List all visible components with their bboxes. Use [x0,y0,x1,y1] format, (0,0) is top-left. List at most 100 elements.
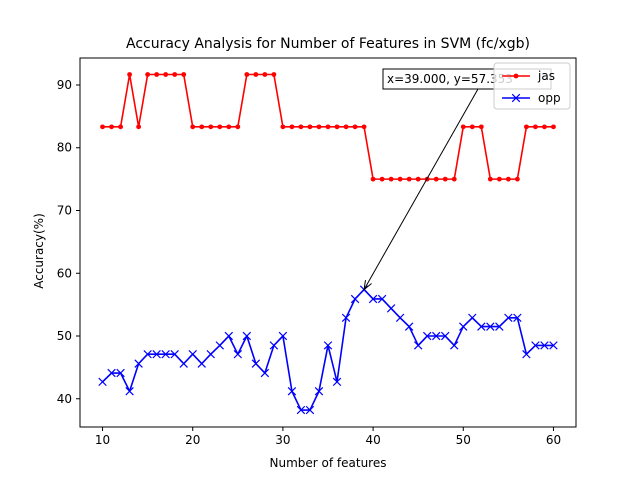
point-jas [163,72,169,77]
point-opp [395,313,405,323]
point-opp [404,322,414,331]
y-tick-label: 80 [57,141,72,155]
point-opp [477,322,486,331]
point-jas [406,176,412,182]
point-opp [441,331,450,341]
point-opp-stroke [486,322,495,331]
point-jas [397,176,403,182]
point-opp-stroke [179,359,188,368]
point-jas [262,72,268,77]
point-opp-stroke [386,304,396,313]
point-jas [469,124,475,130]
point-opp [224,331,234,341]
point-jas [370,176,376,182]
point-opp-stroke [341,313,351,323]
x-tick-label: 20 [185,433,200,447]
point-jas [235,124,241,130]
legend-label-jas: jas [537,69,555,83]
point-opp-stroke [224,331,234,341]
point-opp-stroke [215,341,225,350]
point-opp-stroke [107,368,116,378]
point-opp [161,349,170,359]
point-jas [533,124,538,130]
point-jas [352,124,358,130]
point-opp [531,341,540,350]
point-opp-stroke [296,405,306,415]
point-opp-stroke [278,331,288,341]
point-jas [100,124,105,130]
point-opp [170,349,179,359]
point-jas [109,124,114,130]
annotation-arrow-head [363,279,372,291]
point-opp [522,349,531,359]
point-opp-stroke [152,349,161,359]
point-opp-stroke [450,341,459,350]
point-opp [134,359,143,368]
y-tick-label: 60 [57,266,72,280]
point-jas [505,176,511,182]
point-jas [316,124,322,130]
point-jas [451,176,457,182]
point-jas [388,176,394,182]
point-jas [271,72,277,77]
point-jas [208,124,214,130]
annotation-text: x=39.000, y=57.353 [387,72,513,86]
point-jas [379,176,385,182]
point-opp-stroke [269,341,279,350]
point-jas [217,124,223,130]
point-opp [377,294,387,304]
point-opp [341,313,351,323]
point-jas [298,124,304,130]
point-opp-stroke [287,387,297,396]
point-opp [143,349,152,359]
point-opp [206,349,215,359]
point-jas [289,124,295,130]
point-opp [305,405,315,415]
point-jas [524,124,529,130]
point-opp-stroke [134,359,143,368]
legend-marker-jas [513,73,519,79]
point-opp [233,349,243,359]
point-opp-stroke [513,313,522,323]
point-opp [459,322,468,331]
point-jas [253,72,259,77]
point-opp [314,387,324,396]
y-tick-label: 40 [57,392,72,406]
y-axis-label: Accuracy(%) [32,213,46,289]
point-jas [361,124,367,130]
point-opp [152,349,161,359]
point-jas [334,124,340,130]
point-opp [215,341,225,350]
point-opp-stroke [188,349,197,359]
point-opp [350,294,360,304]
point-opp [287,387,297,396]
y-tick-label: 50 [57,329,72,343]
point-opp-stroke [323,341,333,350]
point-opp-stroke [531,341,540,350]
point-opp-stroke [350,294,360,304]
point-jas [542,124,547,130]
point-opp [260,368,270,378]
point-opp-stroke [459,322,468,331]
point-opp-stroke [441,331,450,341]
point-jas [127,72,132,77]
point-opp [504,313,513,323]
point-opp-stroke [314,387,324,396]
point-opp-stroke [206,349,215,359]
point-opp [386,304,396,313]
point-opp-stroke [422,331,432,341]
x-tick-label: 30 [275,433,290,447]
point-jas [226,124,232,130]
x-tick-label: 60 [546,433,561,447]
point-opp-stroke [125,387,134,396]
point-jas [181,72,187,77]
point-opp [116,368,125,378]
y-tick-label: 90 [57,78,72,92]
point-opp [468,313,477,323]
point-opp-stroke [143,349,152,359]
point-opp [486,322,495,331]
point-opp-stroke [404,322,414,331]
point-opp [197,359,206,368]
point-opp [98,377,107,387]
x-tick-label: 50 [456,433,471,447]
